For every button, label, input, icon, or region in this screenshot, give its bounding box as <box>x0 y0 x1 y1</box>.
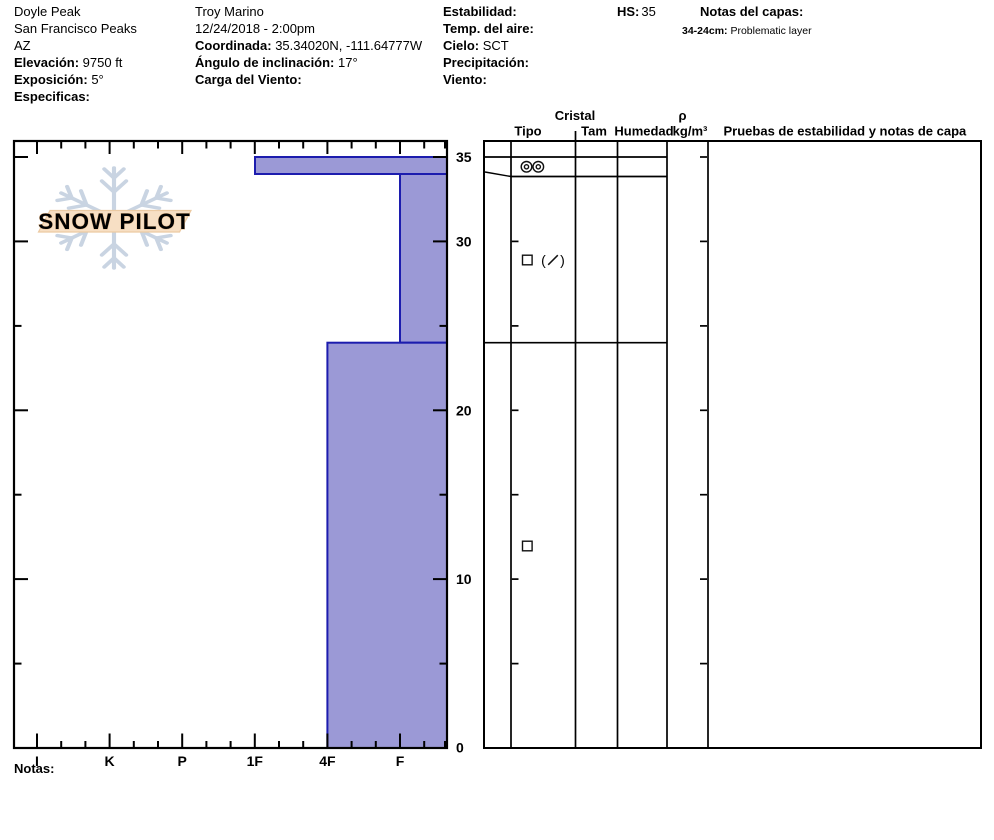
y-tick-label-10: 10 <box>456 571 472 587</box>
sky-line: Cielo: SCT <box>443 38 509 53</box>
hardness-chart: 35 30 20 10 0 I K P 1F 4F F <box>12 139 472 769</box>
observation-datetime: 12/24/2018 - 2:00pm <box>195 21 315 36</box>
table-headers: Cristal Tipo Tam Humedad ρ kg/m³ Pruebas… <box>514 108 967 139</box>
depth-ticks-right <box>433 156 446 665</box>
y-axis-labels: 35 30 20 10 0 <box>456 149 472 756</box>
layer-table: Cristal Tipo Tam Humedad ρ kg/m³ Pruebas… <box>483 108 982 749</box>
layer-bar-35-34cm <box>254 156 448 175</box>
hs-value: 35 <box>641 4 656 19</box>
table-border <box>483 140 982 749</box>
grain-symbol-layer1-melt-freeze <box>520 160 545 173</box>
wind-loading-line: Carga del Viento: <box>195 72 302 87</box>
rho-units-header: kg/m³ <box>673 124 708 139</box>
layer-note-text: Problematic layer <box>730 25 812 37</box>
elevation-value: 9750 ft <box>82 55 123 70</box>
cristal-group-header: Cristal <box>555 108 595 123</box>
chart-border <box>12 139 449 750</box>
coordinates-line: Coordinada: 35.34020N, -111.64777W <box>195 38 422 53</box>
x-tick-label-F: F <box>396 753 405 769</box>
layer-notes-header: Notas del capas: <box>700 4 804 19</box>
slope-angle-label: Ángulo de inclinación: <box>195 55 335 70</box>
snow-layer-bars <box>254 156 448 749</box>
layer-note: 34-24cm: Problematic layer <box>682 24 812 39</box>
specifics-label: Especificas: <box>14 89 90 104</box>
layer-bar-24-0cm <box>326 341 448 749</box>
wind-line: Viento: <box>443 72 487 87</box>
table-depth-ticks <box>511 156 707 665</box>
x-tick-label-K: K <box>105 753 115 769</box>
x-axis-labels: I K P 1F 4F F <box>35 753 405 769</box>
air-temp-line: Temp. del aire: <box>443 21 534 36</box>
hs-label: HS: <box>617 4 640 19</box>
slope-angle-line: Ángulo de inclinación: 17° <box>195 55 358 70</box>
x-tick-label-1F: 1F <box>247 753 264 769</box>
y-tick-label-0: 0 <box>456 740 464 756</box>
site-specifics-line: Especificas: <box>14 89 90 104</box>
site-elevation-line: Elevación: 9750 ft <box>14 55 122 70</box>
watermark-text: SNOW PILOT <box>38 209 191 234</box>
site-aspect-line: Exposición: 5° <box>14 72 104 87</box>
x-tick-label-I: I <box>35 753 39 769</box>
rho-symbol-header: ρ <box>678 108 686 123</box>
y-tick-label-35: 35 <box>456 149 472 165</box>
tipo-column-header: Tipo <box>514 124 541 139</box>
x-tick-label-P: P <box>178 753 187 769</box>
snowpilot-watermark: SNOW PILOT <box>37 166 193 270</box>
svg-text:(: ( <box>541 252 546 268</box>
wind-loading-label: Carga del Viento: <box>195 72 302 87</box>
notes-footer: Notas: <box>14 761 54 776</box>
elevation-label: Elevación: <box>14 55 80 70</box>
observer-name: Troy Marino <box>195 4 264 19</box>
tam-column-header: Tam <box>581 124 607 139</box>
hs-line: HS: 35 <box>617 4 656 19</box>
y-tick-label-20: 20 <box>456 402 472 418</box>
tests-column-header: Pruebas de estabilidad y notas de capa <box>724 124 968 139</box>
sky-label: Cielo: <box>443 38 480 53</box>
x-axis-ticks-top <box>36 142 446 154</box>
aspect-label: Exposición: <box>14 72 88 87</box>
svg-text:): ) <box>560 252 565 268</box>
layer-note-range: 34-24cm: <box>682 25 728 37</box>
precipitation-line: Precipitación: <box>443 55 529 70</box>
depth-ticks-left <box>15 156 28 665</box>
site-state: AZ <box>14 38 31 53</box>
coordinates-value: 35.34020N, -111.64777W <box>275 38 423 53</box>
stability-label: Estabilidad: <box>443 4 517 19</box>
grain-symbol-layer2-facets-decomposing: ( ) <box>521 252 565 268</box>
layer-bar-34-24cm <box>399 173 448 344</box>
precipitation-label: Precipitación: <box>443 55 529 70</box>
slope-angle-value: 17° <box>338 55 358 70</box>
wind-label: Viento: <box>443 72 487 87</box>
y-tick-label-30: 30 <box>456 233 472 249</box>
stability-line: Estabilidad: <box>443 4 517 19</box>
grain-symbol-layer3-facets <box>521 540 533 552</box>
x-axis-ticks-bottom <box>36 733 446 747</box>
x-tick-label-4F: 4F <box>319 753 336 769</box>
site-name: Doyle Peak <box>14 4 81 19</box>
sky-value: SCT <box>482 38 509 53</box>
grain-symbols: ( ) <box>520 160 565 552</box>
air-temp-label: Temp. del aire: <box>443 21 534 36</box>
humedad-column-header: Humedad <box>614 124 673 139</box>
watermark-banner <box>37 209 193 233</box>
table-grid <box>484 131 709 747</box>
coordinates-label: Coordinada: <box>195 38 272 53</box>
site-range: San Francisco Peaks <box>14 21 137 36</box>
layer-depth-connector <box>484 171 512 178</box>
notes-label: Notas: <box>14 761 55 776</box>
aspect-value: 5° <box>91 72 104 87</box>
